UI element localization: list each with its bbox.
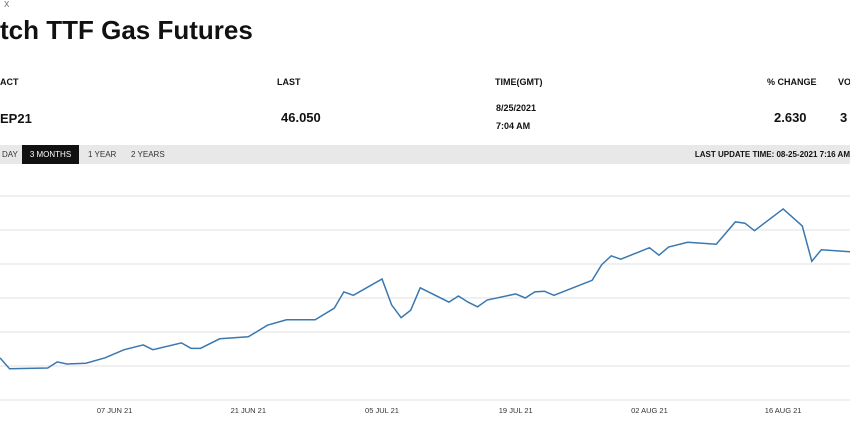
last-update: LAST UPDATE TIME: 08-25-2021 7:16 AM: [694, 150, 850, 159]
tab[interactable]: 2 YEARS: [131, 150, 165, 159]
contract: EP21: [0, 111, 32, 126]
column-label: ACT: [0, 77, 19, 87]
tab[interactable]: DAY: [2, 150, 18, 159]
tab-bar: DAY 3 MONTHS 1 YEAR 2 YEARS LAST UPDATE …: [0, 145, 850, 164]
x-tick-label: 16 AUG 21: [765, 406, 802, 415]
x-tick-label: 07 JUN 21: [97, 406, 132, 415]
percent-change: 2.630: [774, 110, 807, 125]
column-label: % CHANGE: [767, 77, 817, 87]
quote-date: 8/25/2021: [496, 103, 537, 113]
x-tick-label: 21 JUN 21: [231, 406, 266, 415]
page-title: tch TTF Gas Futures: [0, 15, 253, 45]
last-price: 46.050: [281, 110, 321, 125]
column-label: LAST: [277, 77, 301, 87]
column-label: VO: [838, 77, 850, 87]
x-tick-label: 19 JUL 21: [499, 406, 533, 415]
column-label: TIME(GMT): [495, 77, 543, 87]
volume: 3: [840, 110, 848, 125]
quote-time: 7:04 AM: [496, 121, 531, 131]
x-tick-label: 05 JUL 21: [365, 406, 399, 415]
x-tick-label: 02 AUG 21: [631, 406, 668, 415]
tab-active[interactable]: 3 MONTHS: [22, 145, 79, 164]
price-line: [0, 207, 850, 370]
tab[interactable]: 1 YEAR: [88, 150, 117, 159]
breadcrumb[interactable]: X: [4, 0, 10, 9]
